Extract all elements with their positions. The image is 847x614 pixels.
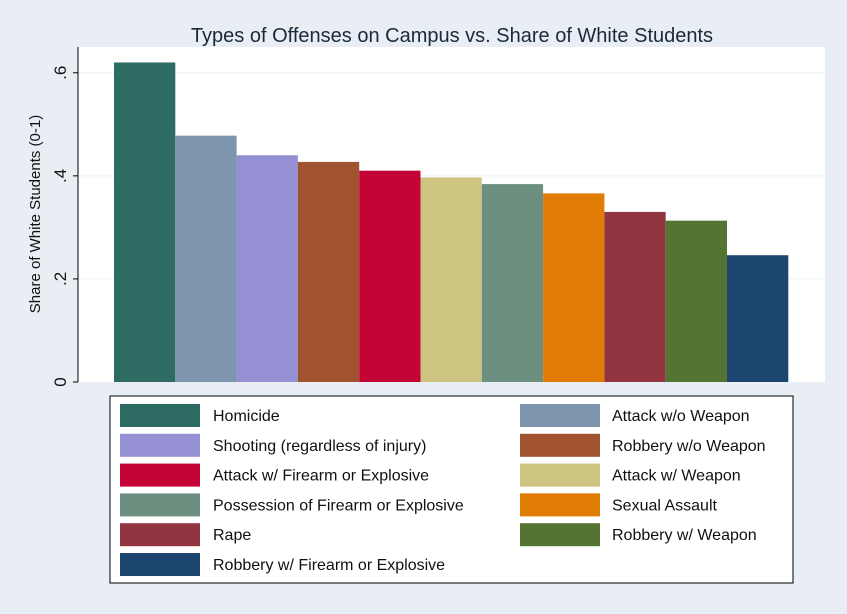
legend-label: Robbery w/ Firearm or Explosive [213,557,445,574]
y-tick-label: .2 [51,272,70,286]
legend-label: Sexual Assault [612,497,718,514]
y-tick-label: .4 [51,169,70,183]
legend-label: Robbery w/o Weapon [612,438,766,455]
bar-9 [604,211,666,382]
bar-8 [543,193,605,382]
legend-label: Robbery w/ Weapon [612,527,757,544]
y-tick-label: .6 [51,66,70,80]
bar-10 [665,220,727,382]
legend-label: Attack w/ Weapon [612,468,741,485]
bar-5 [359,170,421,382]
y-tick-label: 0 [51,377,70,386]
legend-swatch [120,493,200,517]
legend-label: Homicide [213,408,280,425]
chart-title: Types of Offenses on Campus vs. Share of… [191,25,713,47]
bars [114,62,789,382]
bar-11 [727,255,789,382]
y-axis-ticks: 0 .2 .4 .6 [51,66,78,387]
legend-swatch [520,493,600,517]
legend-label: Possession of Firearm or Explosive [213,497,464,514]
legend-swatch [520,433,600,457]
bar-7 [481,184,544,382]
legend-box [109,395,794,584]
legend-swatch [120,433,200,457]
legend: Homicide Attack w/o Weapon Shooting (regar… [120,404,766,576]
bar-3 [236,155,298,382]
legend-label: Rape [213,527,251,544]
bar-2 [175,135,237,382]
legend-swatch [120,553,200,576]
bar-1 [114,62,176,382]
legend-label: Shooting (regardless of injury) [213,438,426,455]
legend-swatch [520,523,600,547]
legend-label: Attack w/ Firearm or Explosive [213,468,429,485]
legend-swatch [120,404,200,427]
bar-4 [297,161,360,382]
bar-6 [420,177,482,382]
legend-swatch [120,523,200,547]
y-axis-label: Share of White Students (0-1) [27,115,44,313]
legend-swatch [520,463,600,487]
legend-swatch [120,463,200,487]
legend-label: Attack w/o Weapon [612,408,750,425]
legend-swatch [520,404,600,427]
